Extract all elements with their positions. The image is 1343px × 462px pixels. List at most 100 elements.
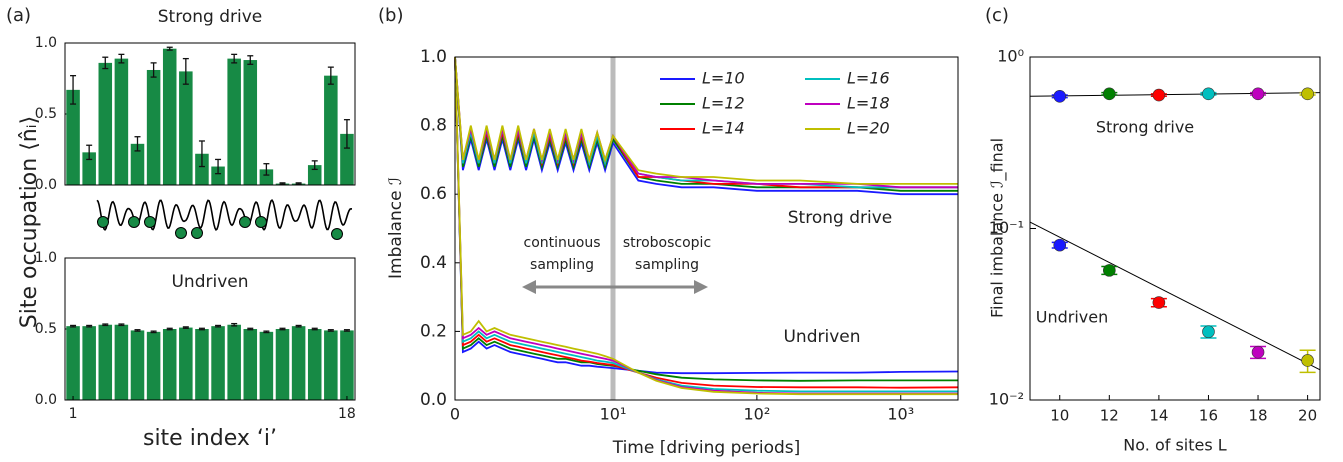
x-axis-label: No. of sites L	[1123, 436, 1226, 455]
point	[1103, 87, 1116, 101]
error-bar	[70, 324, 77, 328]
atom	[255, 216, 267, 228]
x-tick-label: 20	[1298, 407, 1317, 425]
bar	[82, 326, 96, 400]
point	[1251, 87, 1265, 101]
legend-label: L=14	[702, 119, 745, 138]
legend-label: L=20	[847, 119, 890, 138]
bar	[340, 133, 354, 185]
bar	[179, 327, 193, 400]
error-bar	[134, 136, 141, 152]
line-undriven	[454, 56, 958, 393]
bar	[82, 152, 96, 185]
error-bar	[231, 322, 238, 327]
error-bar	[311, 327, 318, 331]
point	[1053, 89, 1067, 103]
bar	[98, 324, 113, 400]
atom	[175, 227, 187, 239]
error-bar	[343, 329, 350, 332]
x-axis-label: site index ‘i’	[143, 426, 277, 451]
atom	[97, 216, 109, 228]
arrow-head	[522, 280, 536, 294]
y-axis-label: Imbalance ℐ	[386, 177, 406, 279]
error-bar	[327, 66, 334, 85]
y-tick-label: 0.2	[420, 321, 447, 341]
bar	[324, 330, 338, 400]
bar	[307, 165, 322, 185]
error-bar	[166, 46, 173, 51]
bar	[146, 69, 161, 185]
error-bar	[134, 329, 141, 332]
atom	[128, 216, 140, 228]
x-tick-label: 10²	[743, 405, 770, 424]
plot-frame	[1029, 56, 1321, 401]
y-tick-label: 0.0	[420, 390, 447, 410]
error-bar	[118, 53, 125, 64]
atom	[144, 216, 156, 228]
panel-label: (a)	[6, 5, 31, 26]
y-tick-label: 1.0	[35, 35, 57, 51]
bar	[195, 329, 209, 400]
bar	[162, 48, 177, 186]
y-axis-label: Site occupation ⟨n̂ᵢ⟩	[17, 116, 42, 328]
y-tick-label: 10⁻¹	[989, 218, 1024, 237]
plot-frame	[64, 257, 356, 401]
bar	[130, 330, 145, 400]
atom	[331, 228, 343, 240]
bar	[179, 71, 193, 185]
fit-line	[1029, 92, 1321, 97]
point	[1152, 88, 1166, 102]
bar	[291, 326, 306, 400]
bar	[195, 153, 209, 185]
x-tick-label: 10¹	[600, 405, 627, 424]
error-bar	[150, 330, 157, 334]
atom	[239, 216, 251, 228]
sampling-label: sampling	[635, 257, 699, 273]
x-tick-label: 0	[450, 405, 460, 424]
sampling-label: continuous	[524, 235, 601, 251]
arrow-head	[694, 280, 708, 294]
bar	[340, 330, 354, 400]
legend-label: L=18	[847, 94, 890, 113]
y-tick-label: 0.8	[420, 116, 447, 136]
bar	[114, 324, 129, 400]
y-tick-label: 0.5	[35, 106, 57, 122]
annotation: Strong drive	[788, 208, 892, 228]
error-bar	[198, 140, 205, 168]
panel-title: Undriven	[171, 272, 248, 292]
y-tick-label: 0.4	[420, 253, 447, 273]
line-undriven	[454, 56, 958, 395]
y-tick-label: 0.0	[35, 392, 57, 408]
x-tick-label: 18	[1248, 407, 1267, 425]
point	[1202, 325, 1215, 339]
bar	[211, 166, 225, 185]
x-tick-label: 16	[1199, 407, 1218, 425]
annotation: Undriven	[783, 327, 860, 347]
error-bar	[198, 327, 205, 331]
error-bar	[263, 163, 270, 176]
bar	[259, 169, 274, 185]
x-tick-label: 14	[1149, 407, 1168, 425]
error-bar	[247, 55, 254, 65]
error-bar	[215, 158, 222, 175]
fit-line	[1029, 221, 1321, 371]
line-strong	[454, 56, 958, 185]
point	[1053, 238, 1067, 252]
bar	[324, 75, 338, 185]
error-bar	[102, 56, 109, 70]
error-bar	[279, 182, 286, 185]
panel-label: (c)	[985, 5, 1009, 26]
error-bar	[311, 160, 318, 171]
error-bar	[263, 330, 270, 334]
bar	[130, 143, 145, 185]
y-tick-label: 10⁻²	[989, 390, 1024, 409]
y-tick-label: 0.5	[35, 321, 57, 337]
bar	[243, 329, 258, 400]
bar	[243, 60, 258, 185]
line-undriven	[454, 56, 959, 389]
panel-title: Strong drive	[158, 7, 262, 27]
y-tick-label: 0.6	[420, 184, 447, 204]
x-tick-label: 12	[1100, 407, 1119, 425]
line-undriven	[454, 56, 958, 382]
